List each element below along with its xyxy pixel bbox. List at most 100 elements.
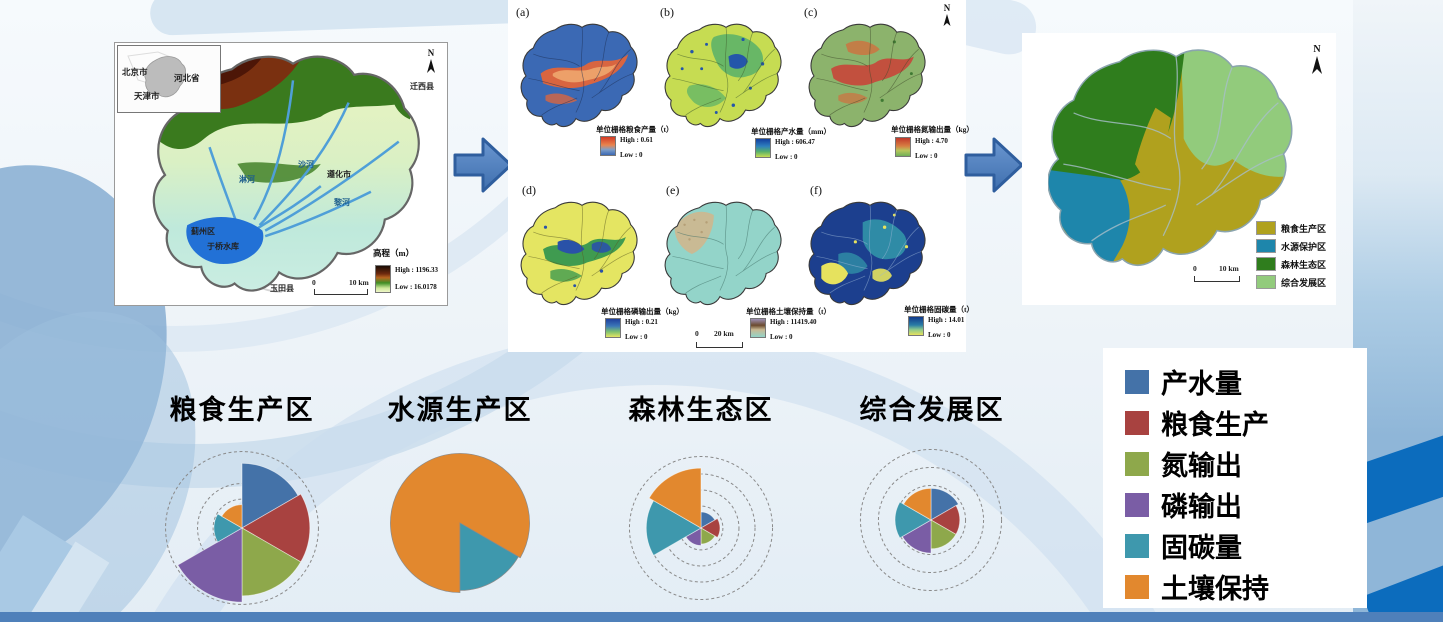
legend-high-f: High : 14.01: [928, 316, 965, 324]
right-arrow-icon: [453, 137, 513, 193]
map-tag-e: (e): [666, 183, 680, 197]
zone-swatch-comprehensive: [1256, 275, 1276, 289]
bottom-bar-decoration: [0, 612, 1443, 622]
es-maps-panel: N (a) 单位栅格粮食产量（t） High : 0.61 Low : 0 (b…: [508, 0, 974, 352]
scalebar: [1194, 276, 1240, 282]
legend-low-b: Low : 0: [775, 153, 798, 161]
map-label-zunhua: 遵化市: [327, 170, 351, 179]
swatch-nitrogen-export: [1125, 451, 1149, 476]
background-stripe-decoration: [0, 541, 110, 622]
north-arrow-icon: [1312, 56, 1322, 74]
ramp-swatch-d: [605, 318, 621, 338]
pie-chart-water-zone: [375, 438, 545, 608]
legend-item-water-yield: 产水量: [1125, 362, 1242, 401]
label-carbon-sequestration: 固碳量: [1161, 533, 1242, 563]
legend-item-soil-retention: 土壤保持: [1125, 567, 1269, 606]
inset-province-shape: [127, 51, 186, 98]
legend-low-d: Low : 0: [625, 333, 648, 341]
north-arrow-icon: [427, 59, 435, 73]
label-phosphorus-export: 磷输出: [1161, 492, 1242, 522]
map-tag-b: (b): [660, 5, 674, 19]
elevation-ramp-swatch: [375, 265, 391, 293]
background-stripe-decoration: [1362, 556, 1443, 622]
ramp-swatch-f: [908, 316, 924, 336]
map-tag-c: (c): [804, 5, 818, 19]
map-label-yutian: 玉田县: [270, 284, 294, 293]
legend-item-nitrogen-export: 氮输出: [1125, 444, 1242, 483]
elevation-map-panel: 北京市 河北省 天津市 迁西县 沙河 遵化市 黎河 淋河 蓟州区 于桥水库 玉田…: [114, 42, 448, 306]
scalebar: [314, 289, 368, 295]
ramp-swatch-b: [755, 138, 771, 158]
ramp-swatch-e: [750, 318, 766, 338]
map-soil-retention: [664, 201, 782, 306]
map-phosphorus-export: [520, 201, 638, 306]
north-label: N: [1313, 44, 1321, 55]
legend-title-e: 单位栅格土壤保持量（t）: [746, 307, 831, 316]
zone-title-comprehensive: 综合发展区: [859, 395, 1005, 425]
flow-arrow-1: [452, 130, 514, 200]
swatch-water-yield: [1125, 369, 1149, 394]
map-nitrogen-export: [808, 23, 926, 128]
label-grain-production: 粮食生产: [1161, 410, 1269, 440]
map-carbon-sequestration: [808, 201, 926, 306]
elevation-legend-high: High : 1196.33: [395, 266, 438, 274]
zoning-legend-item: 水源保护区: [1256, 239, 1326, 253]
map-label-linhe: 淋河: [239, 175, 255, 184]
scalebar-distance: 20 km: [714, 329, 734, 338]
zone-label-water: 水源保护区: [1281, 241, 1327, 252]
legend-item-carbon-sequestration: 固碳量: [1125, 526, 1242, 565]
inset-label-hebei: 河北省: [174, 73, 200, 83]
inset-label-tianjin: 天津市: [134, 91, 160, 101]
ramp-swatch-a: [600, 136, 616, 156]
legend-high-d: High : 0.21: [625, 318, 658, 326]
legend-low-f: Low : 0: [928, 331, 951, 339]
scalebar: [696, 342, 743, 348]
legend-title-c: 单位栅格氮输出量（kg）: [891, 125, 974, 134]
legend-title-d: 单位栅格磷输出量（kg）: [601, 307, 684, 316]
background-stripe-decoration: [0, 515, 83, 622]
rose-chart-comprehensive-zone: [846, 435, 1016, 605]
legend-title-b: 单位栅格产水量（mm）: [751, 127, 831, 136]
zone-title-water: 水源生产区: [387, 395, 533, 425]
elevation-legend-title: 高程（m）: [373, 248, 415, 258]
ramp-swatch-c: [895, 137, 911, 157]
services-legend-panel: 产水量 粮食生产 氮输出 磷输出 固碳量 土壤保持: [1103, 348, 1367, 608]
legend-high-c: High : 4.70: [915, 137, 948, 145]
swatch-phosphorus-export: [1125, 492, 1149, 517]
map-tag-d: (d): [522, 183, 536, 197]
label-nitrogen-export: 氮输出: [1161, 451, 1242, 481]
swatch-soil-retention: [1125, 574, 1149, 599]
zone-swatch-water: [1256, 239, 1276, 253]
north-arrow-icon: [943, 14, 951, 26]
zone-label-forest: 森林生态区: [1281, 259, 1327, 270]
zone-swatch-grain: [1256, 221, 1276, 235]
map-grain-yield: [520, 23, 638, 128]
scalebar-distance: 10 km: [1219, 264, 1239, 273]
zone-label-comprehensive: 综合发展区: [1281, 277, 1327, 288]
label-water-yield: 产水量: [1161, 369, 1242, 399]
north-label: N: [943, 3, 951, 13]
north-label: N: [427, 48, 435, 58]
inset-label-beijing: 北京市: [122, 67, 148, 77]
legend-high-b: High : 606.47: [775, 138, 815, 146]
zoning-map-panel: N 粮食生产区 水源保护区 森林生态区 综合发展区 0 10 km: [1022, 33, 1336, 305]
legend-title-f: 单位栅格固碳量（t）: [904, 305, 974, 314]
zoning-legend-item: 综合发展区: [1256, 275, 1326, 289]
map-tag-a: (a): [516, 5, 530, 19]
scalebar-zero: 0: [1193, 264, 1197, 273]
scalebar-zero: 0: [312, 278, 316, 287]
legend-low-a: Low : 0: [620, 151, 643, 159]
map-label-yuqiao: 于桥水库: [207, 242, 239, 251]
legend-item-grain-production: 粮食生产: [1125, 403, 1269, 442]
zoning-map: [1048, 48, 1293, 267]
north-arrow: N: [942, 4, 952, 29]
zone-title-grain: 粮食生产区: [169, 395, 315, 425]
map-label-qianxi: 迁西县: [410, 82, 434, 91]
legend-low-c: Low : 0: [915, 152, 938, 160]
map-label-shahe: 沙河: [298, 160, 314, 169]
elevation-legend-low: Low : 16.0178: [395, 283, 437, 291]
zone-label-grain: 粮食生产区: [1281, 223, 1327, 234]
swatch-grain-production: [1125, 410, 1149, 435]
map-water-yield: [664, 23, 782, 128]
